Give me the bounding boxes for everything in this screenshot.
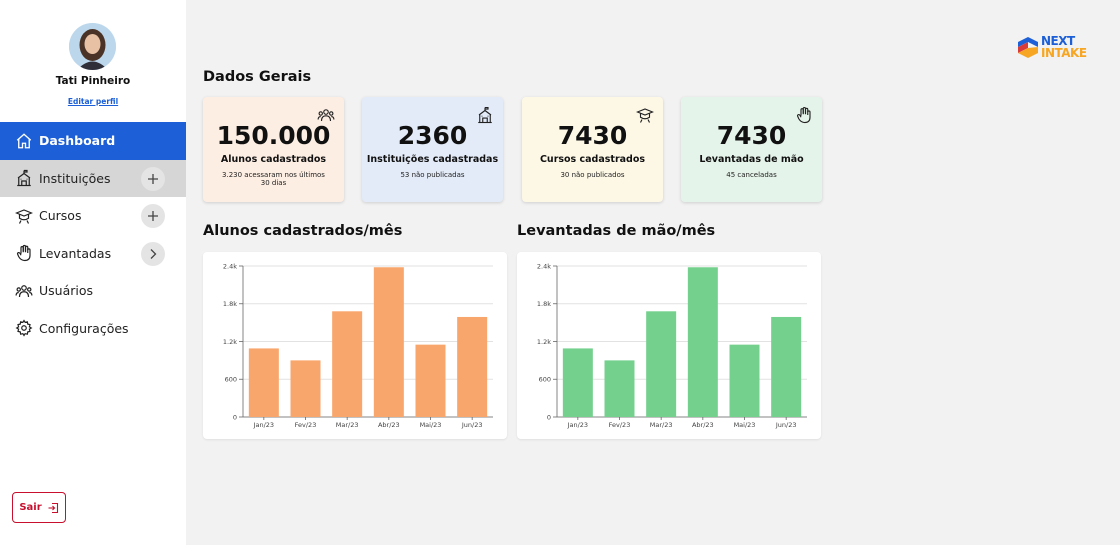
sidebar-item-label: Instituições xyxy=(39,170,111,186)
logo-text-next: NEXT xyxy=(1041,34,1075,48)
bar-mai-23 xyxy=(415,344,446,417)
x-tick-label: Jan/23 xyxy=(253,421,274,429)
add-institution-button[interactable] xyxy=(141,166,165,191)
plus-icon xyxy=(148,211,158,221)
graduation-icon xyxy=(636,108,654,123)
sidebar-item-cursos[interactable]: Cursos xyxy=(0,197,186,235)
institutions-count: 2360 xyxy=(397,121,468,150)
bar-mar-23 xyxy=(646,311,677,417)
bar-fev-23 xyxy=(290,360,321,417)
sidebar-item-usuarios[interactable]: Usuários xyxy=(0,272,186,310)
expand-levantadas-button[interactable] xyxy=(141,241,165,266)
students-bar-chart: 0 600 1.2k 1.8k 2.4k Jan/23 Fev/23 Mar/23 Abr/23… xyxy=(223,262,493,429)
next-intake-logo: NEXT INTAKE xyxy=(1017,35,1099,61)
institution-icon xyxy=(478,106,492,124)
logo-text-intake: INTAKE xyxy=(1041,46,1087,60)
institution-icon xyxy=(14,169,33,188)
students-chart: 0 600 1.2k 1.8k 2.4k Jan/23 Fev/23 Mar/23 Abr/23… xyxy=(203,252,507,439)
institutions-sub: 53 não publicadas xyxy=(400,171,465,179)
sidebar: Tati Pinheiro Editar perfil Dashboard In… xyxy=(0,0,186,545)
users-icon xyxy=(14,281,33,300)
students-chart-title: Alunos cadastrados/mês xyxy=(203,223,403,239)
bar-jan-23 xyxy=(248,348,279,417)
add-course-button[interactable] xyxy=(141,204,165,228)
overview-title: Dados Gerais xyxy=(203,69,312,85)
y-tick-label: 600 xyxy=(539,376,551,384)
sidebar-item-label: Levantadas xyxy=(39,245,112,261)
hand-raises-count: 7430 xyxy=(716,121,787,150)
x-tick-label: Jun/23 xyxy=(461,421,483,429)
sidebar-item-dashboard[interactable]: Dashboard xyxy=(0,122,186,160)
hand-raises-sub: 45 canceladas xyxy=(726,171,777,179)
hand-raises-chart: 0 600 1.2k 1.8k 2.4k Jan/23 Fev/23 Mar/23 Abr/23… xyxy=(517,252,821,439)
graduation-icon xyxy=(14,206,33,225)
students-label: Alunos cadastrados xyxy=(220,154,327,165)
logout-icon xyxy=(48,502,58,513)
y-tick-label: 1.2k xyxy=(537,338,551,346)
y-tick-label: 0 xyxy=(233,413,237,421)
courses-sub: 30 não publicados xyxy=(560,171,625,179)
logout-button[interactable]: Sair xyxy=(12,492,66,523)
y-tick-label: 2.4k xyxy=(223,262,237,270)
sidebar-item-instituicoes[interactable]: Instituições xyxy=(0,159,186,197)
x-tick-label: Mar/23 xyxy=(650,421,673,429)
sidebar-item-label: Cursos xyxy=(39,208,82,224)
sidebar-nav: Dashboard Instituições Cursos Levanta xyxy=(0,122,186,347)
y-tick-label: 1.8k xyxy=(537,300,551,308)
hand-icon xyxy=(796,106,811,124)
students-sub: 3.230 acessaram nos últimos 30 dias xyxy=(222,171,325,187)
institutions-card: 2360 Instituições cadastradas 53 não pub… xyxy=(362,97,503,202)
students-card: 150.000 Alunos cadastrados 3.230 acessar… xyxy=(203,97,344,202)
x-tick-label: Fev/23 xyxy=(609,421,631,429)
hand-icon xyxy=(14,244,33,263)
logo-mark-icon xyxy=(1018,37,1038,58)
x-tick-label: Fev/23 xyxy=(295,421,317,429)
sidebar-item-configuracoes[interactable]: Configurações xyxy=(0,310,186,348)
x-tick-label: Abr/23 xyxy=(378,421,400,429)
students-count: 150.000 xyxy=(216,121,331,150)
y-tick-label: 1.8k xyxy=(223,300,237,308)
bar-abr-23 xyxy=(687,267,718,417)
edit-profile-link[interactable]: Editar perfil xyxy=(67,97,119,106)
sidebar-item-levantadas[interactable]: Levantadas xyxy=(0,235,186,273)
bar-abr-23 xyxy=(373,267,404,417)
y-tick-label: 0 xyxy=(547,413,551,421)
hand-raises-chart-title: Levantadas de mão/mês xyxy=(517,223,716,239)
avatar[interactable] xyxy=(69,23,116,70)
bar-jun-23 xyxy=(457,316,488,417)
bar-mar-23 xyxy=(332,311,363,417)
gear-icon xyxy=(14,319,33,338)
users-icon xyxy=(317,109,335,122)
user-name: Tati Pinheiro xyxy=(55,75,131,87)
sidebar-item-label: Configurações xyxy=(39,320,129,336)
x-tick-label: Mai/23 xyxy=(420,421,442,429)
hand-raises-label: Levantadas de mão xyxy=(699,154,804,165)
x-tick-label: Jan/23 xyxy=(567,421,588,429)
bar-mai-23 xyxy=(729,344,760,417)
courses-card: 7430 Cursos cadastrados 30 não publicado… xyxy=(522,97,663,202)
hand-raises-bar-chart: 0 600 1.2k 1.8k 2.4k Jan/23 Fev/23 Mar/23 Abr/23… xyxy=(537,262,807,429)
y-tick-label: 1.2k xyxy=(223,338,237,346)
home-icon xyxy=(14,131,33,150)
x-tick-label: Abr/23 xyxy=(692,421,714,429)
sidebar-item-label: Usuários xyxy=(39,283,94,299)
x-tick-label: Jun/23 xyxy=(775,421,797,429)
y-tick-label: 600 xyxy=(225,376,237,384)
logout-label: Sair xyxy=(19,502,42,513)
bar-jan-23 xyxy=(562,348,593,417)
chevron-right-icon xyxy=(150,248,157,259)
plus-icon xyxy=(148,173,158,184)
bar-fev-23 xyxy=(604,360,635,417)
sidebar-item-label: Dashboard xyxy=(39,133,116,149)
courses-count: 7430 xyxy=(557,121,628,150)
institutions-label: Instituições cadastradas xyxy=(366,154,499,165)
bar-jun-23 xyxy=(771,316,802,417)
hand-raises-card: 7430 Levantadas de mão 45 canceladas xyxy=(681,97,822,202)
x-tick-label: Mar/23 xyxy=(336,421,359,429)
x-tick-label: Mai/23 xyxy=(734,421,756,429)
y-tick-label: 2.4k xyxy=(537,262,551,270)
courses-label: Cursos cadastrados xyxy=(539,154,646,165)
